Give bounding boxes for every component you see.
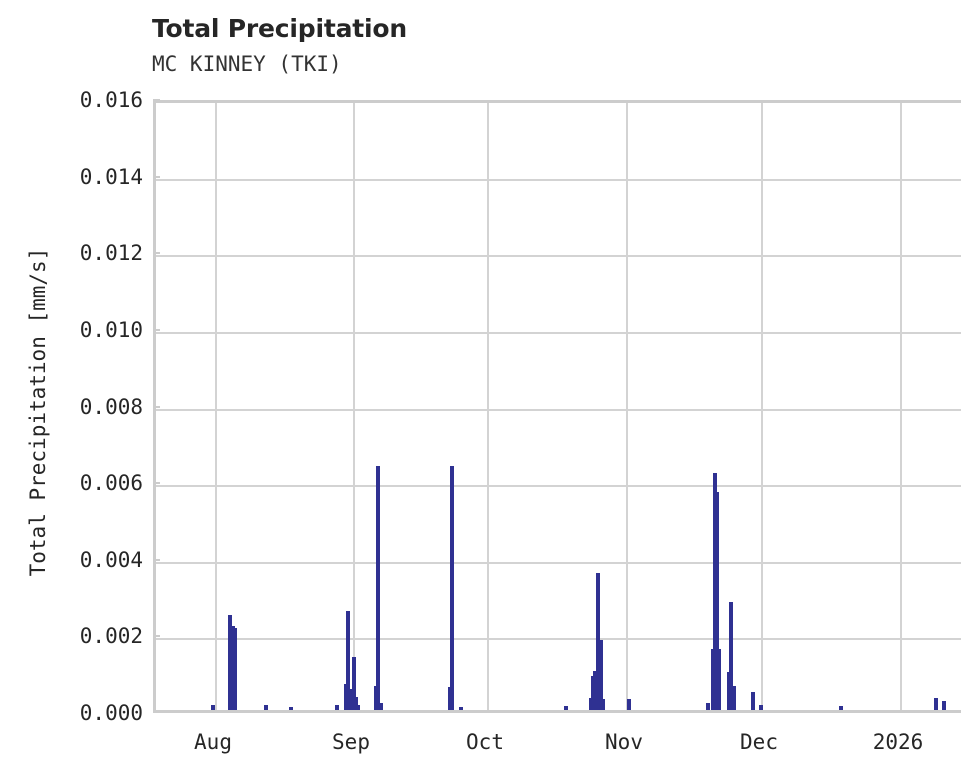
bar <box>839 706 843 710</box>
bar <box>352 656 356 710</box>
y-tick-label: 0.004 <box>79 547 143 572</box>
y-tick-mark <box>153 405 160 408</box>
bar <box>942 700 946 710</box>
chart-subtitle: MC KINNEY (TKI) <box>152 52 342 76</box>
bar <box>289 706 293 710</box>
gridline-horizontal <box>156 178 961 181</box>
bar <box>729 602 733 710</box>
y-tick-label: 0.012 <box>79 241 143 266</box>
gridline-vertical <box>626 103 628 710</box>
gridline-horizontal <box>156 485 961 488</box>
gridline-vertical <box>353 103 355 710</box>
gridline-vertical <box>900 103 902 710</box>
plot-area <box>153 100 961 713</box>
gridline-horizontal <box>156 561 961 564</box>
x-tick-label: 2026 <box>872 730 924 754</box>
bar <box>751 691 755 710</box>
y-tick-mark <box>153 175 160 178</box>
gridline-vertical <box>215 103 217 710</box>
bar <box>354 696 358 710</box>
y-tick-label: 0.002 <box>79 624 143 649</box>
bar <box>211 705 215 710</box>
gridline-horizontal <box>156 408 961 411</box>
bar <box>379 703 383 710</box>
y-tick-mark <box>153 558 160 561</box>
bar <box>348 688 352 710</box>
bar <box>264 705 268 710</box>
bar <box>596 572 600 710</box>
bar <box>593 670 597 710</box>
y-tick-label: 0.006 <box>79 471 143 496</box>
x-tick-label: Nov <box>605 730 643 754</box>
bar <box>715 492 719 710</box>
y-axis-tick-labels: 0.000 0.002 0.004 0.006 0.008 0.010 0.012 0.014… <box>0 0 143 780</box>
bar <box>599 640 603 710</box>
bar <box>376 466 380 710</box>
y-tick-label: 0.016 <box>79 88 143 112</box>
bar <box>717 648 721 710</box>
x-tick-label: Aug <box>194 730 232 754</box>
y-tick-mark <box>153 482 160 485</box>
bar <box>335 705 339 710</box>
gridline-vertical <box>761 103 763 710</box>
bar <box>450 466 454 710</box>
bar <box>459 706 463 710</box>
bar <box>706 703 710 710</box>
chart-title: Total Precipitation <box>152 14 407 43</box>
bar <box>627 699 631 710</box>
y-tick-mark <box>153 252 160 255</box>
x-tick-label: Sep <box>332 730 370 754</box>
bar <box>759 705 763 710</box>
y-tick-mark <box>153 635 160 638</box>
x-tick-label: Dec <box>740 730 778 754</box>
y-tick-label: 0.014 <box>79 164 143 189</box>
y-tick-mark <box>153 99 160 101</box>
gridline-horizontal <box>156 638 961 641</box>
bar <box>233 627 237 710</box>
bar <box>934 697 938 710</box>
bar <box>228 615 232 710</box>
gridline-horizontal <box>156 331 961 334</box>
gridline-vertical <box>487 103 489 710</box>
gridline-horizontal <box>156 255 961 258</box>
y-tick-label: 0.008 <box>79 394 143 419</box>
y-tick-mark <box>153 328 160 331</box>
x-tick-label: Oct <box>466 730 504 754</box>
bar <box>564 706 568 710</box>
bar <box>356 704 360 710</box>
bar <box>346 610 350 710</box>
y-tick-label: 0.000 <box>79 701 143 725</box>
bar <box>601 699 605 710</box>
bar <box>732 686 736 710</box>
y-tick-label: 0.010 <box>79 317 143 342</box>
